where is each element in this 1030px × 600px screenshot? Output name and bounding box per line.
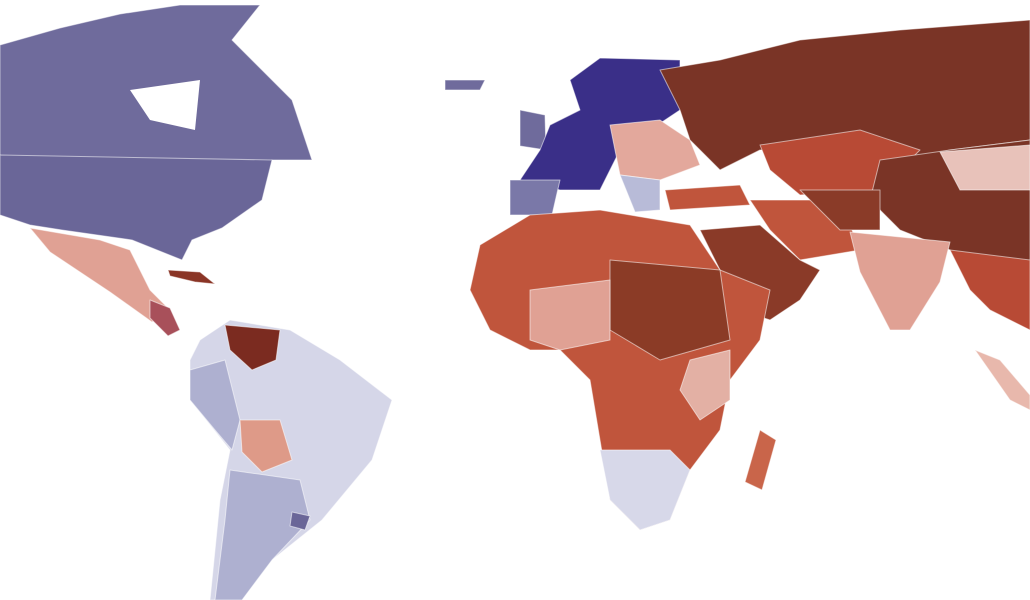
iceland [444, 79, 486, 91]
bolivia [239, 419, 293, 473]
greenland [229, 4, 481, 101]
central-asia [799, 189, 881, 231]
map-regions [0, 4, 1030, 600]
mongolia [939, 144, 1030, 191]
turkey [664, 184, 751, 211]
balkans [619, 174, 661, 213]
madagascar [744, 429, 777, 491]
indonesia [974, 349, 1030, 411]
southern-africa [599, 449, 691, 531]
east-africa [679, 349, 731, 421]
central-america [149, 299, 181, 337]
united-states [0, 154, 273, 261]
western-europe [519, 57, 681, 191]
west-africa [529, 279, 611, 351]
iberia [509, 179, 561, 216]
southeast-asia [949, 249, 1030, 331]
venezuela [224, 324, 281, 371]
argentina [214, 469, 311, 600]
india [849, 231, 951, 331]
andes [189, 359, 241, 451]
uruguay [289, 511, 311, 531]
hudson-bay [130, 80, 200, 130]
cuba [167, 269, 216, 285]
